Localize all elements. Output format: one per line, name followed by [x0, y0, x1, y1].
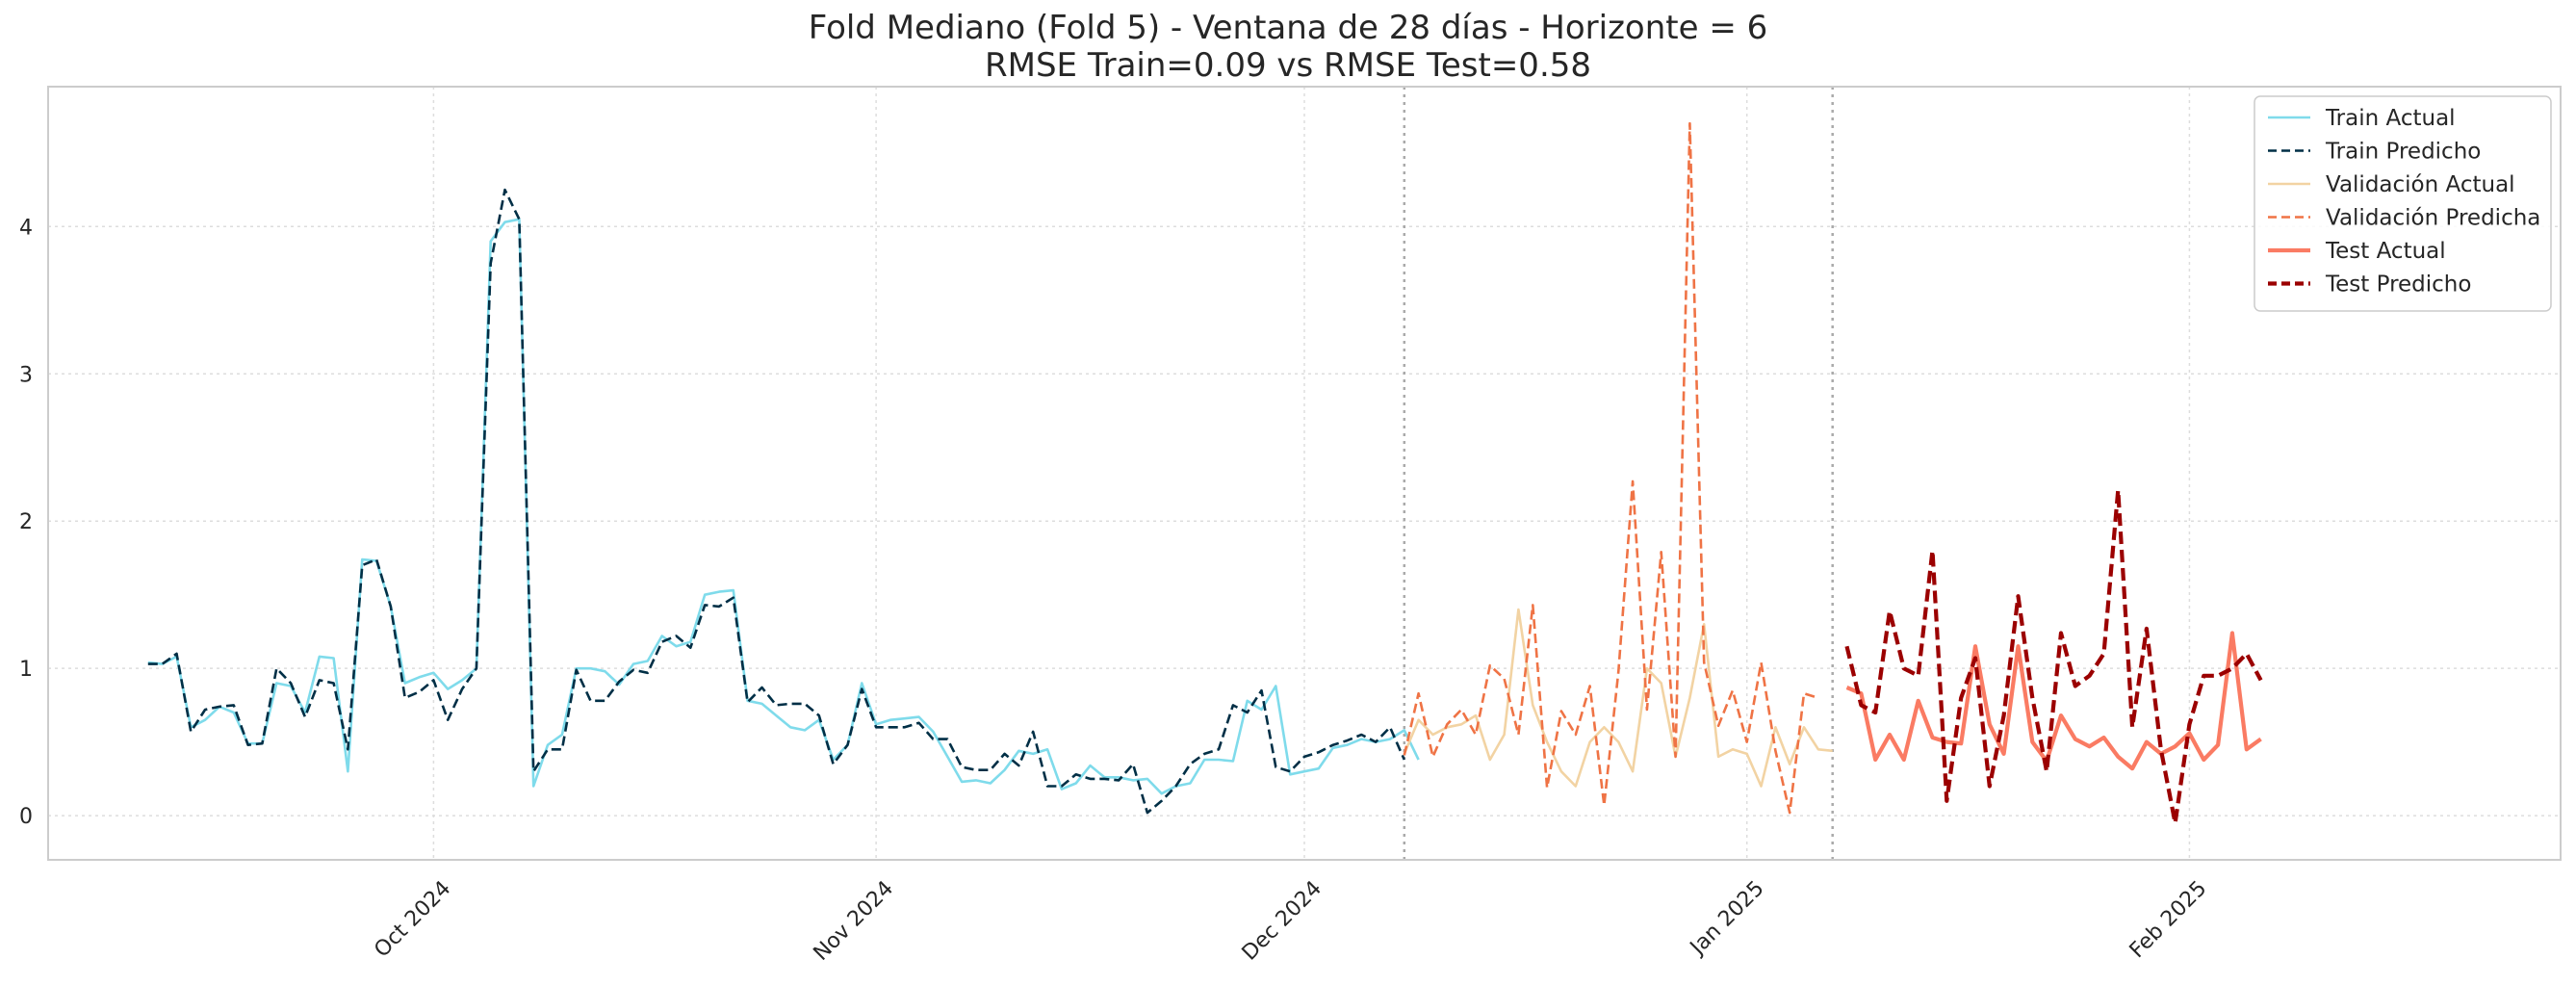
y-axis: 0 1 2 3 4 — [19, 216, 33, 829]
chart-subtitle: RMSE Train=0.09 vs RMSE Test=0.58 — [985, 46, 1591, 85]
series-line-3 — [1403, 121, 1819, 815]
plot-frame — [47, 86, 2562, 861]
legend-label: Validación Actual — [2326, 172, 2515, 197]
grid — [48, 87, 2561, 860]
y-tick-label: 3 — [19, 363, 33, 387]
legend-label: Test Actual — [2325, 239, 2446, 264]
chart-title: Fold Mediano (Fold 5) - Ventana de 28 dí… — [809, 9, 1768, 47]
series-line-1 — [147, 188, 1405, 815]
legend-label: Train Actual — [2325, 106, 2456, 131]
y-tick-label: 4 — [19, 216, 33, 240]
series-line-2 — [1403, 608, 1833, 788]
series-line-5 — [1844, 488, 2263, 825]
y-tick-label: 0 — [19, 805, 33, 829]
legend-label: Test Predicho — [2325, 272, 2471, 298]
plot-series — [147, 121, 2263, 825]
legend: Train Actual Train Predicho Validación Act… — [2254, 95, 2552, 312]
legend-box — [2254, 95, 2552, 312]
y-tick-label: 2 — [19, 510, 33, 534]
legend-label: Validación Predicha — [2326, 206, 2540, 231]
series-line-0 — [147, 218, 1420, 795]
y-tick-label: 1 — [19, 658, 33, 682]
legend-label: Train Predicho — [2325, 140, 2481, 165]
split-lines — [1403, 87, 1834, 860]
series-line-4 — [1845, 631, 2262, 771]
